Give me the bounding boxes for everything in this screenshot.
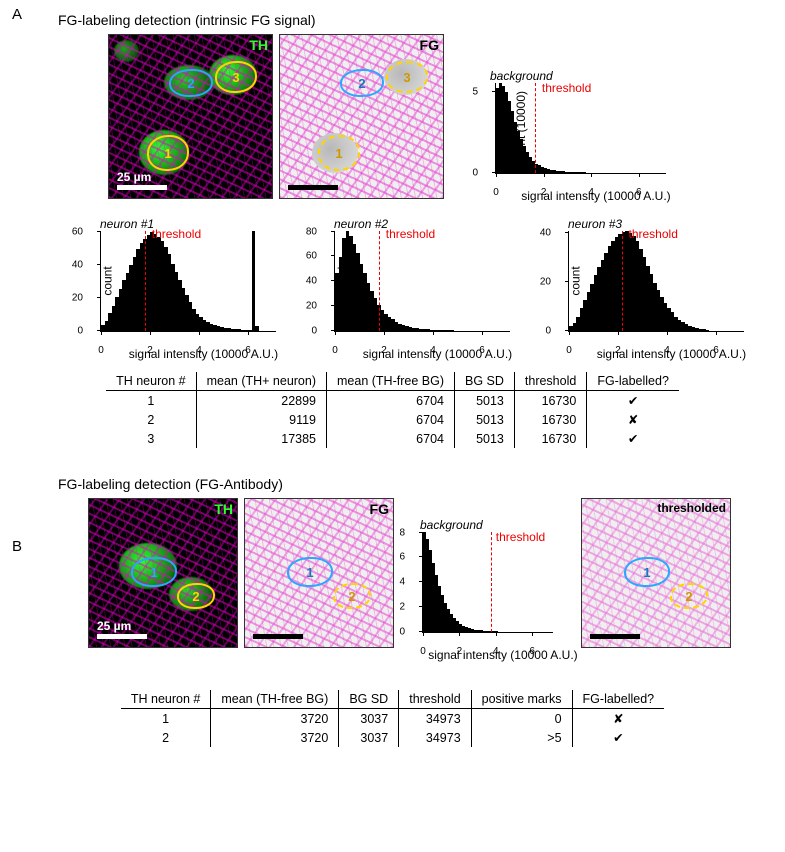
bg-histogram-a: background threshold count (10000) signa…	[470, 69, 690, 199]
roi-3-fg: 3	[386, 61, 428, 93]
panel-b-top-row: 1 2 TH 25 µm 1 2 FG background threshold…	[88, 498, 767, 648]
roi-1: 1	[147, 135, 189, 171]
bg-histogram-b: background threshold signal intensity (1…	[400, 518, 575, 648]
fg-label: FG	[420, 37, 439, 53]
roi-2-fg: 2	[340, 69, 384, 97]
roi-b2-fg: 2	[333, 583, 371, 609]
roi-b1-fg: 1	[287, 557, 333, 587]
roi-b1-thr: 1	[624, 557, 670, 587]
micrograph-fg: 1 2 3 FG	[279, 34, 444, 199]
panel-b-label: B	[12, 538, 22, 555]
roi-3: 3	[215, 61, 257, 93]
figure: A FG-labeling detection (intrinsic FG si…	[0, 0, 785, 852]
scale-bar	[117, 185, 167, 190]
micrograph-fg-b: 1 2 FG	[244, 498, 394, 648]
histo-neuron-2: neuron #2 threshold count signal intensi…	[312, 217, 512, 332]
histo-neuron-1: neuron #1 threshold count signal intensi…	[78, 217, 278, 332]
th-label: TH	[249, 37, 268, 53]
neuron-histograms: neuron #1 threshold count signal intensi…	[78, 217, 767, 332]
table-a: TH neuron #mean (TH+ neuron)mean (TH-fre…	[106, 372, 679, 448]
micrograph-th-b: 1 2 TH 25 µm	[88, 498, 238, 648]
roi-1-fg: 1	[318, 135, 360, 171]
micrograph-thresholded: 1 2 thresholded	[581, 498, 731, 648]
panel-a-title: FG-labeling detection (intrinsic FG sign…	[58, 12, 767, 28]
scale-text: 25 µm	[117, 170, 151, 184]
roi-b2: 2	[177, 583, 215, 609]
table-b: TH neuron #mean (TH-free BG)BG SDthresho…	[121, 690, 664, 747]
scale-bar-2	[288, 185, 338, 190]
roi-b1: 1	[131, 557, 177, 587]
panel-a-label: A	[12, 6, 22, 23]
roi-b2-thr: 2	[670, 583, 708, 609]
roi-2: 2	[169, 69, 213, 97]
y-axis-label: count (10000)	[514, 91, 528, 165]
histo-neuron-3: neuron #3 threshold count signal intensi…	[546, 217, 746, 332]
panel-b-title: FG-labeling detection (FG-Antibody)	[58, 476, 767, 492]
panel-a-top-row: 1 2 3 TH 25 µm 1 2 3 FG background thres…	[108, 34, 767, 199]
threshold-label: threshold	[542, 81, 591, 95]
micrograph-th: 1 2 3 TH 25 µm	[108, 34, 273, 199]
